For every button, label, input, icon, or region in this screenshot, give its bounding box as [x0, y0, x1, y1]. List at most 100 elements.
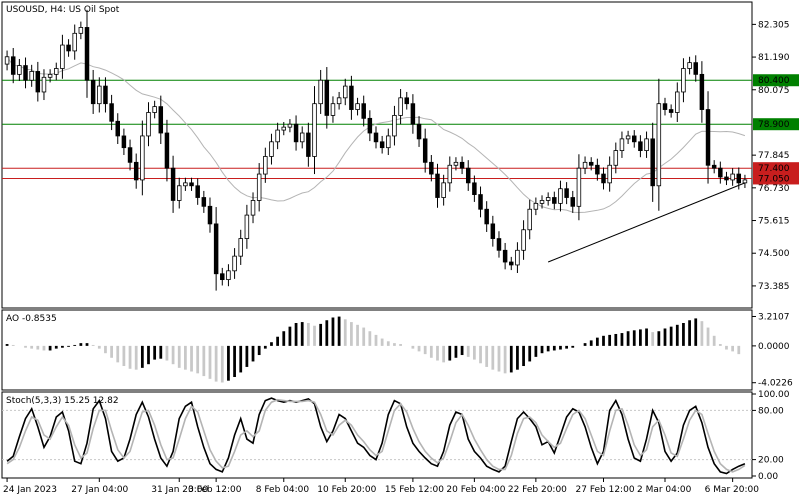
- bear-candle: [115, 120, 120, 137]
- bear-candle: [109, 103, 114, 122]
- bull-candle: [232, 255, 237, 272]
- price-panel[interactable]: 82.305 81.190 80.075 77.845 76.730 75.615 74.5…: [1, 1, 799, 309]
- bull-candle: [453, 161, 459, 166]
- bear-candle: [435, 173, 440, 198]
- bull-candle: [97, 85, 102, 105]
- stoch-axis-tick-label: 0.00: [758, 472, 778, 482]
- bear-candle: [220, 273, 225, 281]
- bear-candle: [632, 135, 637, 143]
- bear-candle: [705, 109, 711, 166]
- bull-candle: [681, 68, 686, 93]
- bear-candle: [595, 164, 600, 175]
- bull-candle: [386, 135, 391, 149]
- stoch-panel-title: Stoch(5,3,3) 15.25 12.82: [6, 396, 119, 406]
- bull-candle: [140, 135, 145, 181]
- bear-candle: [66, 44, 71, 52]
- bear-candle: [570, 197, 576, 207]
- stoch-panel[interactable]: 100.00 80.00 20.00 0.00 Stoch(5,3,3) 15.25 …: [1, 390, 790, 482]
- bear-candle: [189, 182, 194, 187]
- bull-candle: [521, 229, 526, 251]
- bear-candle: [361, 103, 366, 119]
- bear-candle: [367, 117, 373, 134]
- bear-candle: [564, 188, 569, 198]
- ao-panel-title: AO -0.8535: [6, 314, 57, 324]
- bull-candle: [441, 182, 446, 198]
- bull-candle: [281, 126, 287, 131]
- bull-candle: [4, 56, 10, 65]
- bull-candle: [183, 182, 188, 187]
- bear-candle: [662, 103, 668, 110]
- bull-candle: [275, 129, 280, 143]
- bear-candle: [103, 85, 108, 105]
- bear-candle: [35, 71, 41, 93]
- stoch-panel-border: [1, 391, 753, 479]
- bear-candle: [207, 205, 213, 225]
- price-panel-title: USOUSD, H4: US Oil Spot: [6, 5, 120, 15]
- ao-panel[interactable]: 3.2107 0.0000 -4.0226 AO -0.8535: [1, 309, 793, 391]
- bull-candle: [318, 79, 323, 105]
- level-badge-red: [753, 162, 799, 175]
- price-axis-tick-label: 74.500: [758, 249, 790, 259]
- stoch-axis-tick-label: 100.00: [758, 390, 790, 400]
- bear-candle: [668, 109, 674, 113]
- bear-candle: [588, 161, 594, 166]
- price-axis-tick-label: 80.075: [758, 86, 790, 96]
- bull-candle: [730, 173, 735, 181]
- bull-candle: [613, 150, 619, 166]
- level-badge-label: 77.050: [758, 174, 790, 184]
- time-tick-label: 22 Feb 20:00: [508, 485, 567, 495]
- bear-candle: [459, 161, 465, 169]
- bull-candle: [146, 112, 151, 137]
- bear-candle: [373, 132, 379, 143]
- bear-candle: [699, 73, 705, 110]
- price-axis-tick-label: 77.845: [758, 151, 790, 161]
- stoch-line-main: [6, 397, 746, 475]
- bull-candle: [742, 179, 748, 184]
- bull-candle: [238, 238, 243, 257]
- bear-candle: [306, 132, 311, 157]
- bear-candle: [404, 97, 409, 105]
- bear-candle: [650, 138, 655, 187]
- bull-candle: [29, 71, 34, 81]
- bear-candle: [158, 106, 164, 134]
- bull-candle: [312, 103, 317, 157]
- bear-candle: [293, 123, 299, 143]
- time-tick-label: 3 Feb 12:00: [188, 485, 242, 495]
- bear-candle: [484, 208, 489, 225]
- bear-candle: [552, 197, 557, 204]
- bear-candle: [736, 173, 742, 184]
- bull-candle: [299, 132, 305, 143]
- bull-candle: [607, 164, 612, 184]
- level-badge-green: [753, 74, 799, 87]
- bear-candle: [410, 103, 416, 125]
- bull-candle: [41, 76, 47, 93]
- bear-candle: [478, 194, 483, 210]
- price-axis-tick-label: 75.615: [758, 217, 790, 227]
- bull-candle: [533, 202, 539, 210]
- bear-candle: [84, 27, 90, 81]
- bear-candle: [465, 167, 471, 184]
- time-tick-label: 24 Jan 2023: [3, 485, 57, 495]
- time-tick-label: 31 Jan 20:00: [151, 485, 208, 495]
- bear-candle: [496, 238, 502, 251]
- stoch-line-signal: [6, 398, 746, 473]
- level-badge-red: [753, 172, 799, 185]
- bear-candle: [195, 185, 200, 198]
- bull-candle: [619, 138, 625, 152]
- bull-candle: [545, 197, 551, 201]
- level-badge-label: 77.400: [758, 164, 790, 174]
- ao-panel-border: [1, 309, 753, 391]
- bull-candle: [687, 62, 692, 69]
- price-axis-tick-label: 81.190: [758, 53, 790, 63]
- stoch-axis-tick-label: 20.00: [758, 456, 784, 466]
- bull-candle: [287, 123, 293, 128]
- price-axis-tick-label: 73.385: [758, 282, 790, 292]
- bear-candle: [693, 62, 698, 75]
- bear-candle: [429, 161, 434, 175]
- bull-candle: [625, 135, 631, 140]
- bear-candle: [472, 182, 477, 195]
- bull-candle: [644, 138, 649, 152]
- time-tick-label: 15 Feb 12:00: [385, 485, 444, 495]
- bull-candle: [17, 65, 22, 75]
